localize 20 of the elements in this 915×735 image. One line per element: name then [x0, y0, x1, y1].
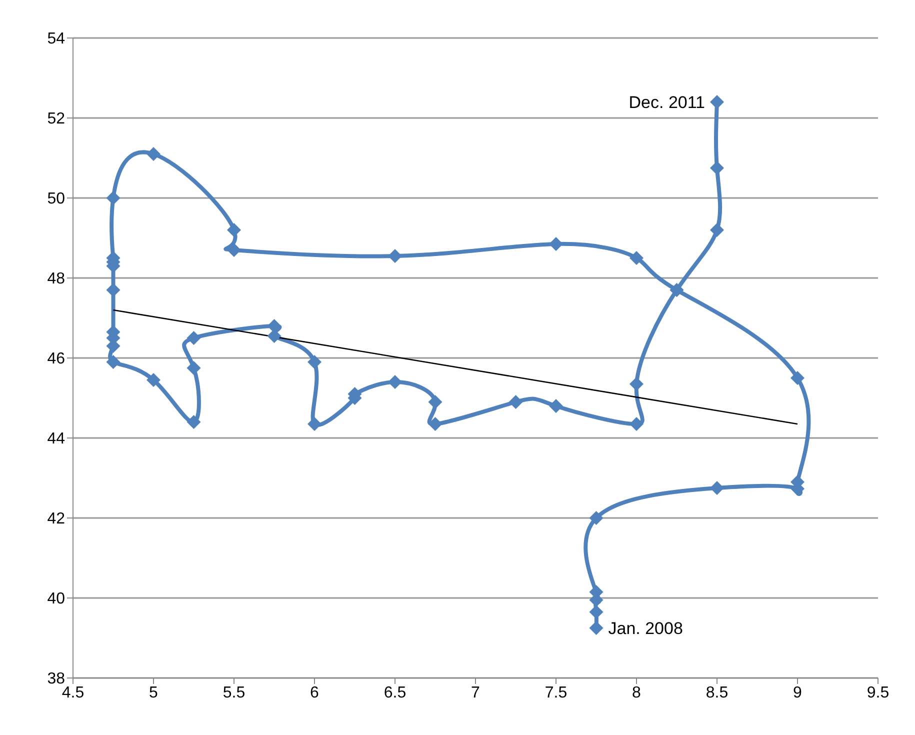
x-tick-label: 6	[310, 684, 320, 702]
y-tick-label: 50	[47, 190, 66, 208]
x-tick-label: 8.5	[706, 684, 728, 702]
y-tick-label: 40	[47, 590, 66, 608]
x-tick-label: 8	[632, 684, 642, 702]
x-tick-label: 6.5	[384, 684, 406, 702]
x-tick-label: 7	[471, 684, 480, 702]
annotation: Jan. 2008	[608, 619, 683, 638]
y-tick-label: 48	[47, 270, 66, 288]
x-tick-label: 9.5	[866, 684, 890, 702]
x-tick-label: 7.5	[544, 684, 568, 702]
annotation: Dec. 2011	[628, 93, 705, 112]
y-tick-label: 44	[47, 430, 66, 448]
y-tick-label: 52	[47, 110, 66, 128]
y-tick-label: 46	[47, 350, 66, 368]
y-tick-label: 54	[47, 30, 66, 48]
x-tick-label: 5	[149, 684, 158, 702]
x-tick-label: 9	[793, 684, 802, 702]
y-tick-label: 42	[47, 510, 66, 528]
x-tick-label: 5.5	[222, 684, 246, 702]
